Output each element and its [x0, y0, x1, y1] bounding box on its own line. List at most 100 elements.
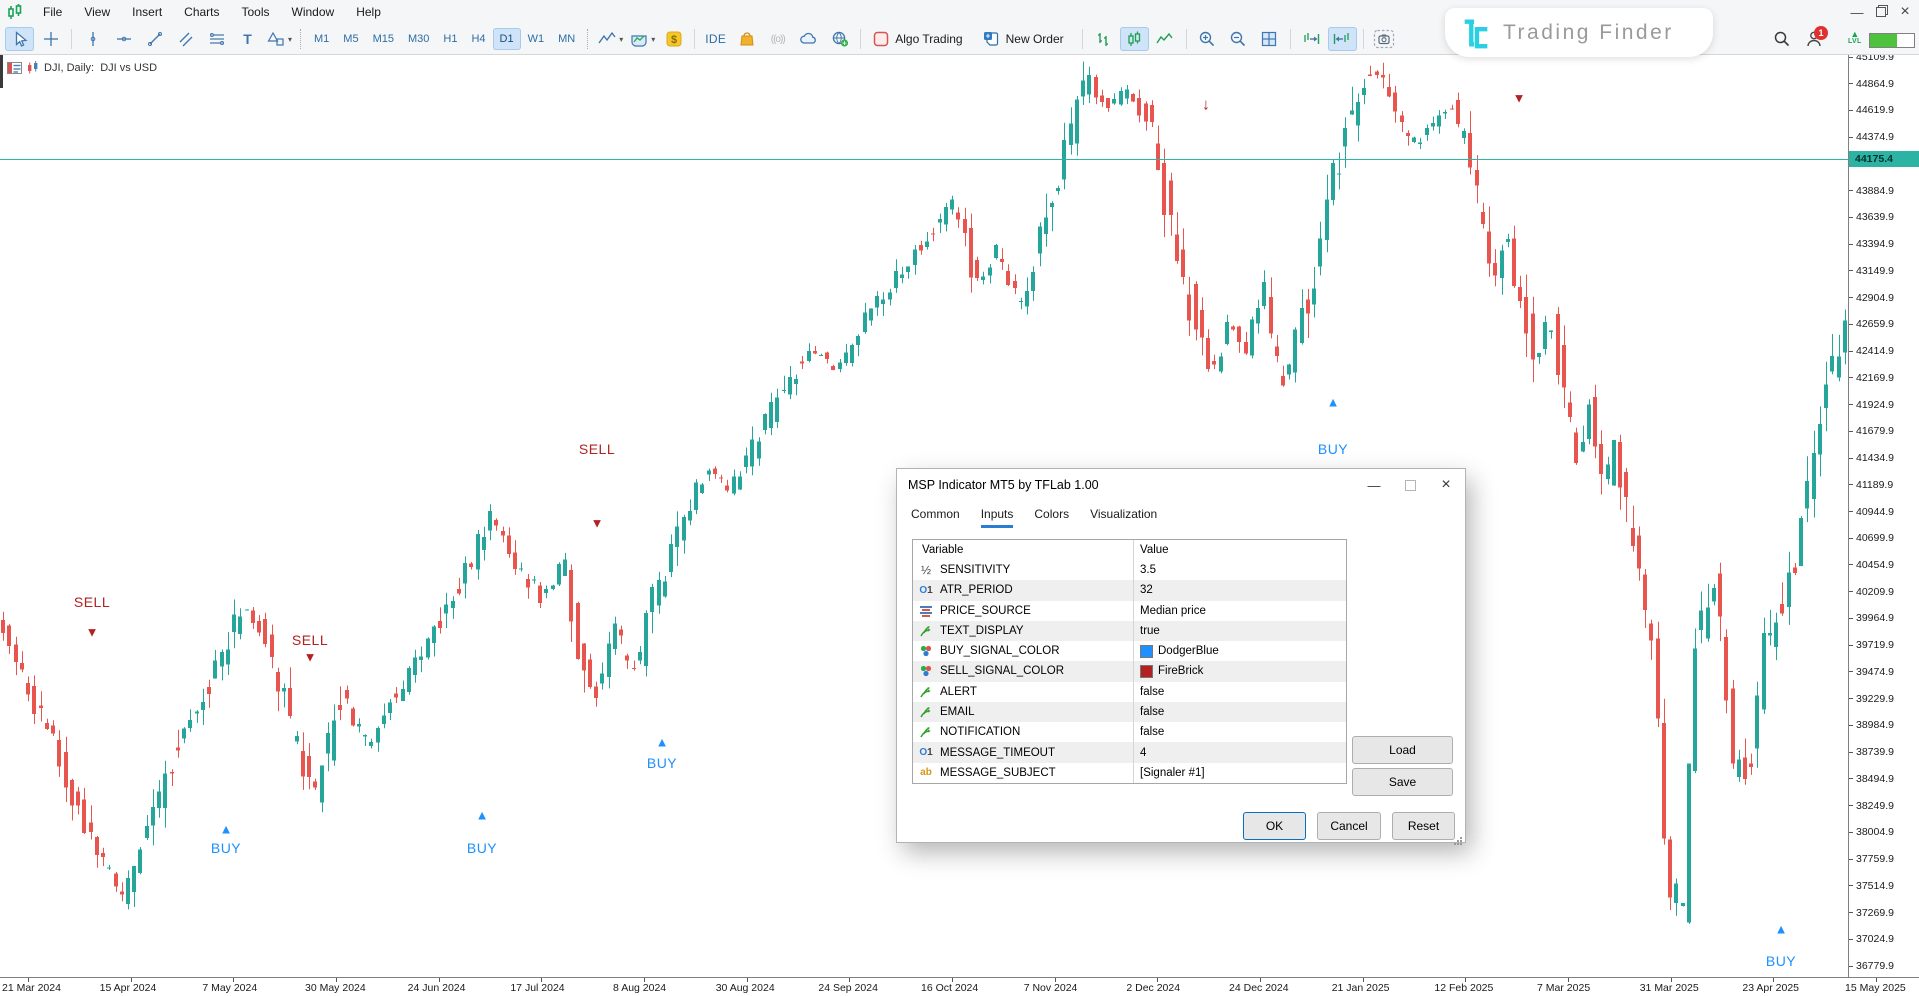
candles-canvas — [1, 61, 1848, 924]
timeframe-mn-button[interactable]: MN — [558, 33, 576, 45]
shift-left-button[interactable] — [1327, 27, 1357, 51]
timeframe-h1-button[interactable]: H1 — [443, 33, 458, 45]
bar-chart-mode-button[interactable] — [1089, 27, 1118, 51]
window-splitter[interactable] — [0, 54, 3, 88]
timeframe-m1-button[interactable]: M1 — [314, 33, 330, 45]
text-tool-button[interactable]: T — [233, 27, 262, 51]
tab-colors[interactable]: Colors — [1034, 507, 1070, 521]
market-button[interactable] — [732, 27, 761, 51]
date-axis-tick — [746, 978, 748, 982]
menu-view[interactable]: View — [84, 5, 111, 19]
input-row-atr_period[interactable]: O1 ATR_PERIOD 32 — [913, 580, 1346, 601]
search-button[interactable] — [1773, 30, 1791, 48]
shapes-button[interactable]: ▾ — [264, 27, 294, 51]
fibo-lines-button[interactable] — [202, 27, 231, 51]
chart-line-type-button[interactable]: ▾ — [595, 27, 625, 51]
menu-tools[interactable]: Tools — [241, 5, 270, 19]
level-indicator[interactable]: ▲ LVL — [1848, 30, 1862, 46]
signals-button[interactable]: ((o)) — [763, 27, 792, 51]
input-row-price_source[interactable]: PRICE_SOURCE Median price — [913, 600, 1346, 621]
zoom-in-button[interactable] — [1193, 27, 1222, 51]
tab-common[interactable]: Common — [911, 507, 960, 521]
crosshair-button[interactable] — [36, 27, 65, 51]
line-chart-mode-button[interactable] — [1151, 27, 1180, 51]
timeframe-h4-button[interactable]: H4 — [471, 33, 486, 45]
input-row-alert[interactable]: ALERT false — [913, 681, 1346, 702]
date-axis-label: 7 Mar 2025 — [1537, 982, 1591, 994]
menu-insert[interactable]: Insert — [132, 5, 163, 19]
input-row-notification[interactable]: NOTIFICATION false — [913, 722, 1346, 743]
menu-charts[interactable]: Charts — [184, 5, 220, 19]
dialog-close-button[interactable]: × — [1441, 476, 1451, 493]
dialog-maximize-button[interactable] — [1399, 474, 1421, 496]
input-row-text_display[interactable]: TEXT_DISPLAY true — [913, 620, 1346, 642]
ok-button[interactable]: OK — [1243, 812, 1306, 840]
currency-button[interactable]: $ — [659, 27, 688, 51]
window-close-button[interactable]: × — [1900, 3, 1910, 20]
input-row-email[interactable]: EMAIL false — [913, 701, 1346, 723]
trendline-button[interactable] — [140, 27, 169, 51]
cursor-button[interactable] — [5, 27, 34, 51]
timeframe-m30-button[interactable]: M30 — [407, 33, 430, 45]
timeframe-d1-button[interactable]: D1 — [492, 28, 521, 50]
new-order-button[interactable]: + New Order — [977, 27, 1076, 51]
shift-end-button[interactable] — [1297, 27, 1326, 51]
cloud-button[interactable] — [794, 27, 823, 51]
variable-value[interactable]: 32 — [1133, 580, 1346, 601]
menu-file[interactable]: File — [43, 5, 63, 19]
reset-button[interactable]: Reset — [1392, 812, 1455, 840]
channel-button[interactable] — [171, 27, 200, 51]
price-axis[interactable]: 45109.944864.944619.944374.944129.943884… — [1848, 51, 1919, 977]
dialog-minimize-button[interactable]: — — [1367, 477, 1381, 493]
load-button[interactable]: Load — [1352, 736, 1453, 764]
candle-chart-mode-button[interactable] — [1119, 27, 1149, 51]
screenshot-button[interactable] — [1370, 27, 1399, 51]
ide-button[interactable]: IDE — [701, 27, 730, 51]
bool-icon — [918, 705, 934, 719]
menu-window[interactable]: Window — [291, 5, 335, 19]
menu-help[interactable]: Help — [356, 5, 381, 19]
input-row-message_timeout[interactable]: O1 MESSAGE_TIMEOUT 4 — [913, 742, 1346, 763]
tile-windows-button[interactable] — [1255, 27, 1284, 51]
vertical-line-icon — [84, 30, 102, 48]
input-row-sell_signal_color[interactable]: SELL_SIGNAL_COLOR FireBrick — [913, 661, 1346, 682]
date-axis-label: 17 Jul 2024 — [510, 982, 565, 994]
price-axis-label: 41189.9 — [1849, 479, 1893, 491]
timeframe-m15-button[interactable]: M15 — [372, 33, 394, 45]
horizontal-line-button[interactable] — [109, 27, 138, 51]
account-button[interactable]: 1 — [1806, 26, 1828, 48]
indicators-button[interactable]: ▾ — [627, 27, 657, 51]
resize-grip[interactable] — [1460, 837, 1462, 839]
cancel-button[interactable]: Cancel — [1317, 812, 1381, 840]
input-row-sensitivity[interactable]: ½ SENSITIVITY 3.5 — [913, 560, 1346, 581]
dialog-titlebar[interactable]: MSP Indicator MT5 by TFLab 1.00 — [897, 469, 1465, 501]
vertical-line-button[interactable] — [78, 27, 107, 51]
variable-value[interactable]: Median price — [1133, 600, 1346, 621]
price-axis-label: 38249.9 — [1849, 800, 1894, 812]
date-axis-tick — [1568, 978, 1570, 982]
timeframe-w1-button[interactable]: W1 — [527, 33, 545, 45]
variable-value[interactable]: true — [1133, 620, 1346, 642]
input-row-message_subject[interactable]: ab MESSAGE_SUBJECT [Signaler #1] — [913, 762, 1346, 783]
timeframe-m5-button[interactable]: M5 — [343, 33, 359, 45]
tab-inputs[interactable]: Inputs — [980, 507, 1014, 528]
date-axis-label: 12 Feb 2025 — [1434, 982, 1494, 994]
window-restore-button[interactable] — [1871, 2, 1891, 22]
variable-value[interactable]: 4 — [1133, 742, 1346, 763]
save-button[interactable]: Save — [1352, 768, 1453, 796]
variable-value[interactable]: [Signaler #1] — [1133, 762, 1346, 783]
window-minimize-button[interactable]: — — [1850, 4, 1864, 20]
community-button[interactable]: + — [825, 27, 854, 51]
algo-trading-button[interactable]: Algo Trading — [867, 27, 974, 51]
tab-visualization[interactable]: Visualization — [1090, 507, 1158, 521]
zoom-out-button[interactable] — [1224, 27, 1253, 51]
variable-value[interactable]: DodgerBlue — [1133, 641, 1346, 662]
date-axis[interactable]: 21 Mar 2024 15 Apr 2024 7 May 2024 30 May 2… — [0, 977, 1919, 996]
variable-value[interactable]: FireBrick — [1133, 661, 1346, 682]
variable-value[interactable]: false — [1133, 681, 1346, 702]
variable-name: MESSAGE_SUBJECT — [940, 766, 1056, 779]
variable-value[interactable]: false — [1133, 722, 1346, 743]
variable-value[interactable]: false — [1133, 701, 1346, 723]
input-row-buy_signal_color[interactable]: BUY_SIGNAL_COLOR DodgerBlue — [913, 641, 1346, 662]
variable-value[interactable]: 3.5 — [1133, 560, 1346, 581]
